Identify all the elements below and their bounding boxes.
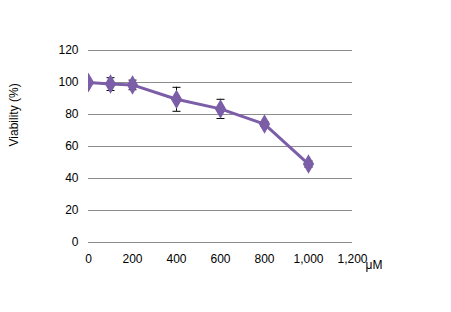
svg-text:μM: μM xyxy=(366,258,383,272)
svg-text:1,000: 1,000 xyxy=(293,252,323,266)
svg-text:200: 200 xyxy=(122,252,142,266)
svg-text:40: 40 xyxy=(65,171,79,185)
svg-text:0: 0 xyxy=(72,235,79,249)
svg-text:80: 80 xyxy=(65,107,79,121)
svg-text:0: 0 xyxy=(85,252,92,266)
svg-text:20: 20 xyxy=(65,203,79,217)
svg-text:60: 60 xyxy=(65,139,79,153)
svg-text:100: 100 xyxy=(58,75,78,89)
svg-text:400: 400 xyxy=(166,252,186,266)
svg-text:Viability (%): Viability (%) xyxy=(7,83,21,146)
svg-text:120: 120 xyxy=(58,43,78,57)
svg-text:800: 800 xyxy=(254,252,274,266)
svg-text:600: 600 xyxy=(210,252,230,266)
svg-text:1,200: 1,200 xyxy=(337,252,367,266)
